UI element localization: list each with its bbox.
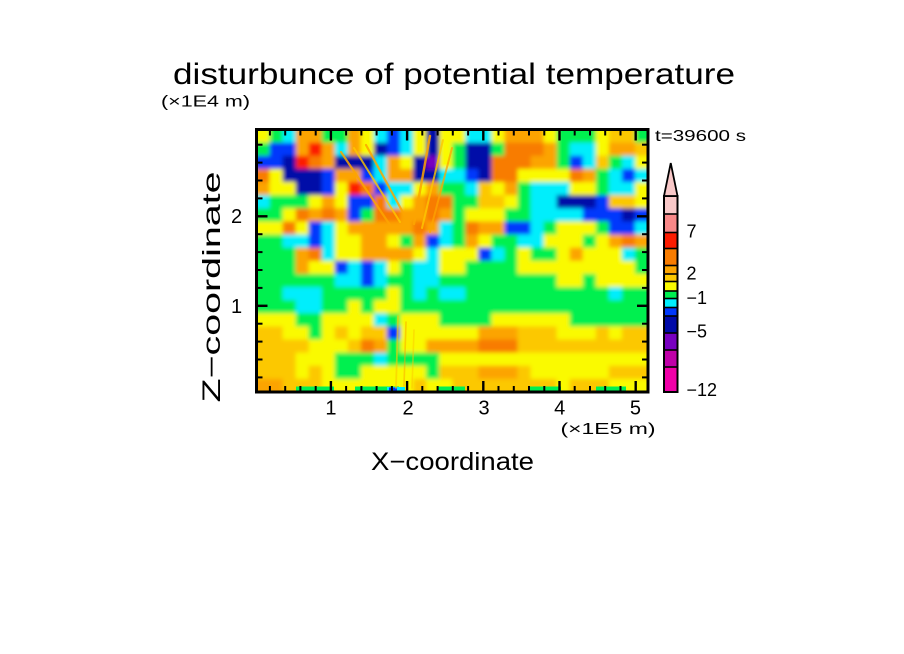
svg-text:3: 3 [478, 397, 489, 419]
svg-text:−5: −5 [687, 321, 708, 341]
svg-text:(×1E5 m): (×1E5 m) [561, 421, 656, 438]
svg-text:2: 2 [402, 397, 413, 419]
svg-text:7: 7 [687, 222, 697, 242]
svg-text:X−coordinate: X−coordinate [371, 448, 534, 476]
svg-text:2: 2 [231, 206, 242, 228]
svg-text:t=39600 s: t=39600 s [655, 128, 746, 145]
svg-text:−1: −1 [687, 288, 708, 308]
svg-text:disturbunce of potential tempe: disturbunce of potential temperature [173, 58, 735, 91]
svg-text:4: 4 [554, 397, 565, 419]
svg-text:1: 1 [325, 397, 336, 419]
svg-text:5: 5 [630, 397, 641, 419]
svg-text:2: 2 [687, 264, 697, 284]
svg-text:1: 1 [231, 296, 242, 318]
svg-text:(×1E4 m): (×1E4 m) [161, 94, 250, 111]
svg-text:Z−coordinate: Z−coordinate [198, 172, 226, 403]
svg-text:−12: −12 [687, 380, 718, 400]
